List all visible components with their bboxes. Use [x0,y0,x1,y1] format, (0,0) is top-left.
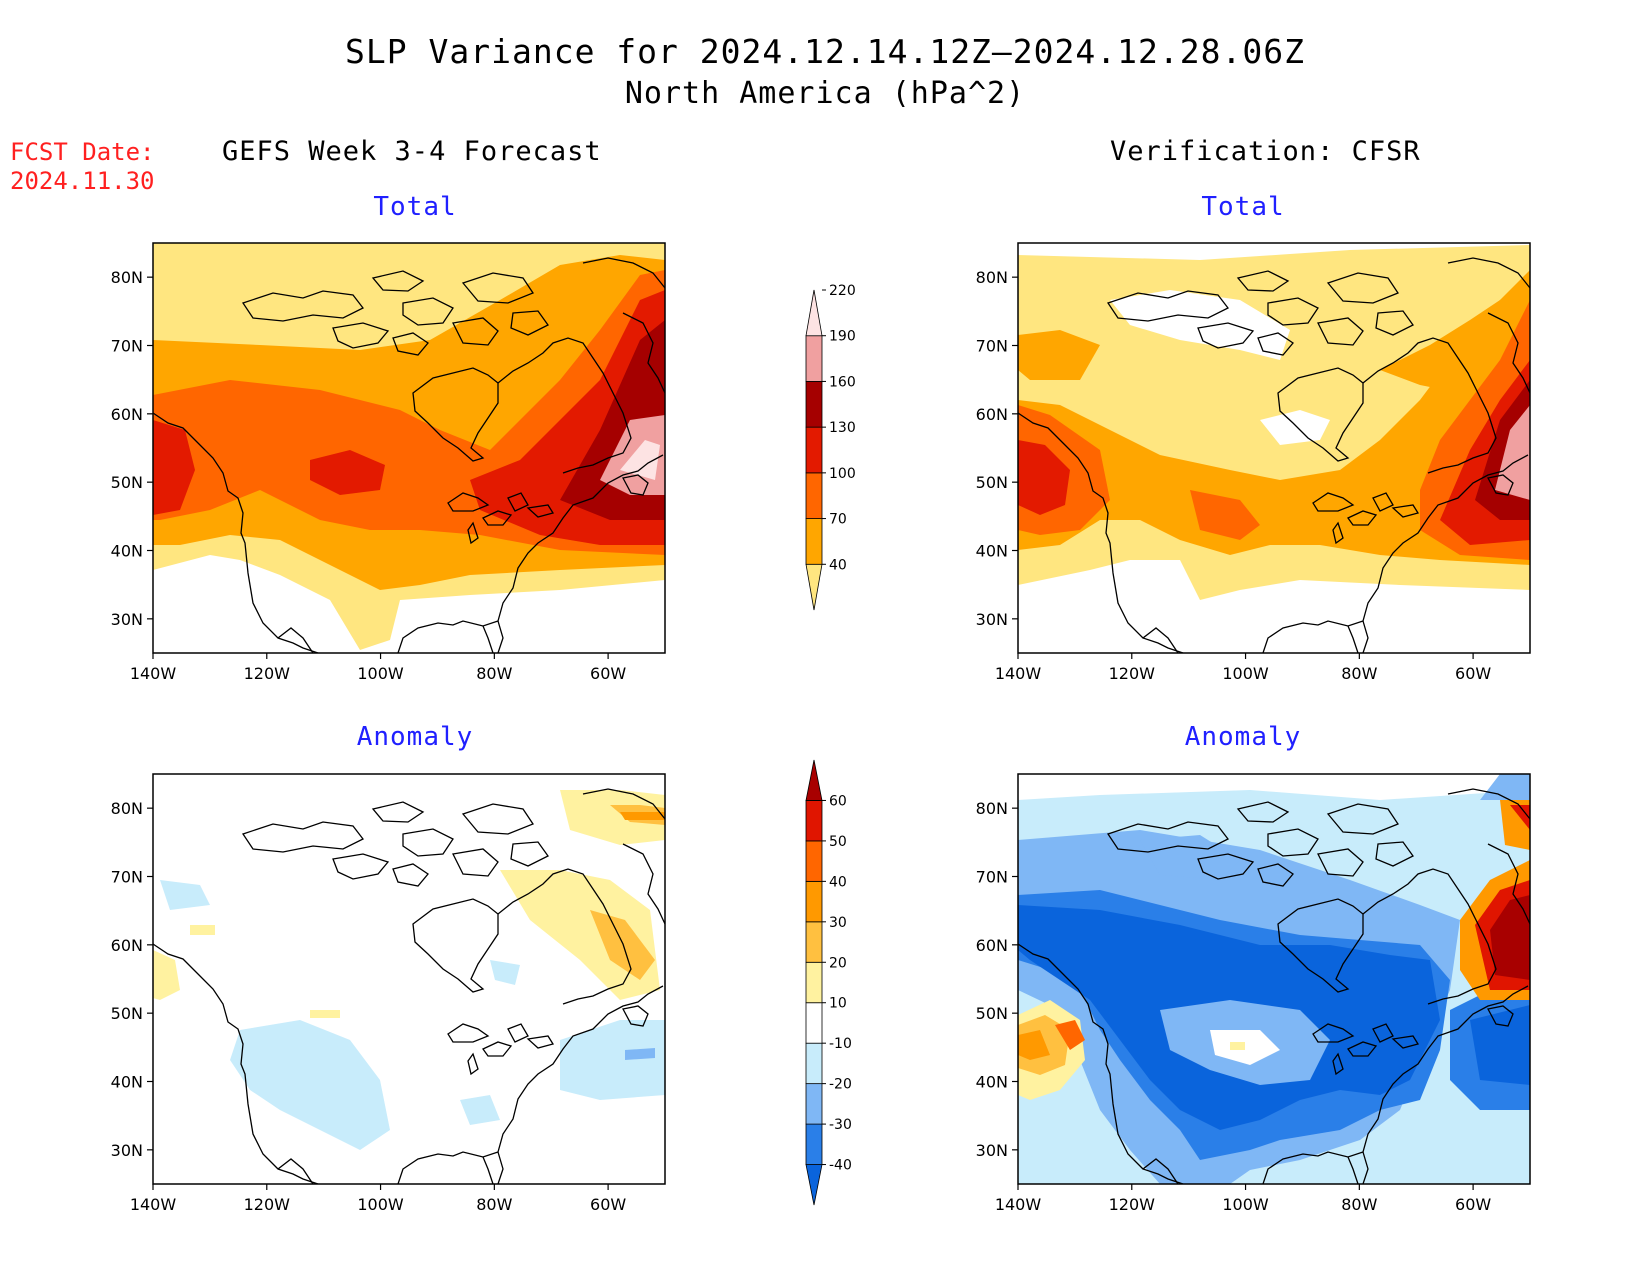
lon-tick-label: 60W [590,1195,626,1214]
lon-tick-label: 140W [995,1195,1042,1214]
colorbar-swatch [805,1083,823,1125]
colorbar-swatch [805,759,823,801]
lat-tick-label: 70N [111,337,143,356]
lat-tick-label: 80N [976,799,1008,818]
colorbar-total: 40 70 100 130 160 190 220 [805,283,856,611]
colorbar-label: 100 [829,466,856,482]
colorbar-swatch [805,518,823,565]
colorbar-swatch [805,335,823,382]
lon-tick-label: 80W [1341,664,1377,683]
fcst-label: FCST Date: [10,138,155,166]
lon-tick-label: 100W [1222,664,1269,683]
lat-tick-label: 50N [976,473,1008,492]
colorbar-swatch [805,381,823,428]
colorbar-swatch [805,800,823,842]
lon-tick-label: 120W [1109,664,1156,683]
lon-tick-label: 80W [476,1195,512,1214]
colorbar-swatch [805,426,823,474]
colorbar-swatch [805,1164,823,1206]
lat-tick-label: 50N [976,1004,1008,1023]
colorbar-swatch [805,921,823,963]
right-column-title: Verification: CFSR [1110,136,1421,167]
lon-tick-label: 60W [590,664,626,683]
colorbar-label: 130 [829,420,856,436]
lon-tick-label: 140W [130,1195,177,1214]
lon-tick-label: 100W [1222,1195,1269,1214]
lat-tick-label: 40N [111,542,143,561]
lat-tick-label: 60N [976,936,1008,955]
colorbar-label: 50 [829,834,847,850]
colorbar-label: 70 [829,512,847,528]
lat-tick-label: 40N [111,1073,143,1092]
lat-tick-label: 80N [976,268,1008,287]
colorbar-label: 60 [829,793,847,809]
colorbar-swatch [805,1123,823,1165]
fcst-date: 2024.11.30 [10,167,155,195]
colorbar-label: 20 [829,955,847,971]
lon-tick-label: 80W [1341,1195,1377,1214]
lon-tick-label: 140W [130,664,177,683]
colorbar-label: 190 [829,329,856,345]
colorbar-label: -40 [829,1158,852,1174]
lon-tick-label: 120W [1109,1195,1156,1214]
lat-tick-label: 30N [976,610,1008,629]
map-anomaly-forecast [153,774,665,1184]
map-axes: 80N 70N 60N 50N 40N 30N 140W 120W 100W 80W 60W 80N 7… [111,268,1492,1214]
lat-tick-label: 80N [111,799,143,818]
lat-tick-label: 70N [976,868,1008,887]
lat-tick-label: 30N [111,1141,143,1160]
lon-tick-label: 60W [1455,1195,1491,1214]
lat-tick-label: 50N [111,473,143,492]
map-total-forecast [153,243,665,653]
lon-tick-label: 100W [357,1195,404,1214]
colorbar-label: 40 [829,557,847,573]
lat-tick-label: 70N [111,868,143,887]
colorbar-swatch [805,472,823,519]
lat-tick-label: 30N [976,1141,1008,1160]
colorbar-swatch [805,840,823,882]
lat-tick-label: 80N [111,268,143,287]
lat-tick-label: 60N [111,405,143,424]
colorbar-label: -20 [829,1077,852,1093]
lon-tick-label: 80W [476,664,512,683]
panel-title-bottom-right: Anomaly [1184,722,1302,752]
colorbar-label: 40 [829,874,847,890]
main-title: SLP Variance for 2024.12.14.12Z–2024.12.… [345,32,1305,71]
colorbar-label: -10 [829,1036,852,1052]
colorbar-anomaly: -40 -30 -20 -10 10 20 30 40 50 60 [805,759,852,1206]
map-anomaly-verification [1018,774,1530,1184]
colorbar-swatch [805,289,823,337]
lat-tick-label: 30N [111,610,143,629]
lat-tick-label: 70N [976,337,1008,356]
lat-tick-label: 50N [111,1004,143,1023]
left-column-title: GEFS Week 3-4 Forecast [222,136,602,167]
colorbar-label: 10 [829,996,847,1012]
lat-tick-label: 60N [111,936,143,955]
colorbar-swatch [805,1042,823,1085]
colorbar-label: 30 [829,915,847,931]
panel-title-bottom-left: Anomaly [356,722,474,752]
colorbar-swatch [805,563,823,611]
colorbar-swatch [805,880,823,923]
lon-tick-label: 120W [244,664,291,683]
panel-title-top-right: Total [1201,192,1285,222]
lat-tick-label: 40N [976,1073,1008,1092]
main-subtitle: North America (hPa^2) [624,76,1026,111]
lon-tick-label: 60W [1455,664,1491,683]
lat-tick-label: 60N [976,405,1008,424]
colorbar-label: 160 [829,374,856,390]
map-total-verification [1018,243,1530,653]
colorbar-label: 220 [829,283,856,299]
lat-tick-label: 40N [976,542,1008,561]
colorbar-swatch [805,961,823,1004]
panel-title-top-left: Total [373,192,457,222]
colorbar-label: -30 [829,1117,852,1133]
fcst-date-block: FCST Date: 2024.11.30 [10,138,155,196]
colorbar-swatch [805,1002,823,1044]
lon-tick-label: 120W [244,1195,291,1214]
lon-tick-label: 100W [357,664,404,683]
lon-tick-label: 140W [995,664,1042,683]
